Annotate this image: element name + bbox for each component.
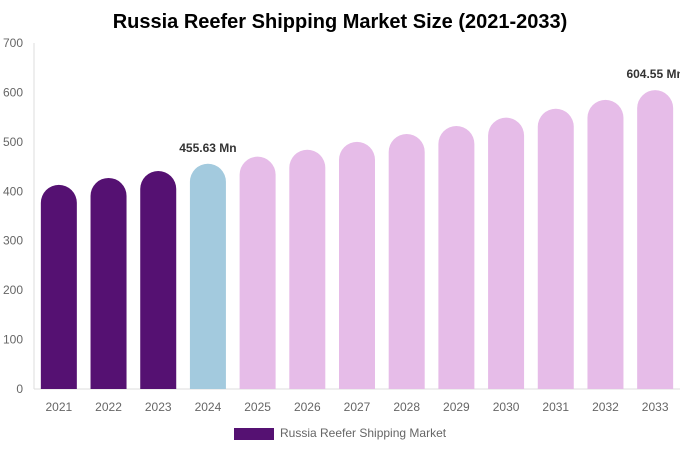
y-tick-label: 0 [16, 382, 23, 396]
x-tick-label: 2026 [294, 400, 321, 414]
data-label: 604.55 Mn [626, 67, 680, 81]
x-tick-label: 2028 [393, 400, 420, 414]
bar-2033[interactable] [637, 90, 674, 390]
x-tick-label: 2030 [493, 400, 520, 414]
bar-2031[interactable] [537, 108, 574, 390]
legend-swatch [234, 428, 274, 440]
y-tick-label: 200 [3, 283, 23, 297]
bar-2021[interactable] [40, 184, 77, 389]
legend[interactable]: Russia Reefer Shipping Market [234, 426, 447, 440]
x-axis: 2021 2022 2023 2024 2025 2026 2027 2028 2029 2030… [34, 388, 680, 414]
chart-title: Russia Reefer Shipping Market Size (2021… [113, 11, 568, 33]
legend-label: Russia Reefer Shipping Market [280, 426, 447, 440]
bar-2023[interactable] [140, 171, 177, 389]
bar-2027[interactable] [339, 141, 375, 389]
bar-2030[interactable] [488, 117, 525, 390]
x-tick-label: 2033 [642, 400, 669, 414]
y-tick-label: 100 [3, 333, 23, 347]
y-tick-label: 500 [3, 135, 23, 149]
bars [40, 90, 674, 390]
bar-2022[interactable] [90, 177, 127, 389]
x-tick-label: 2025 [244, 400, 271, 414]
y-tick-label: 700 [3, 36, 23, 50]
y-tick-label: 300 [3, 234, 23, 248]
bar-2024[interactable] [189, 163, 226, 389]
x-tick-label: 2022 [95, 400, 122, 414]
bar-2029[interactable] [438, 126, 475, 390]
bar-2025[interactable] [239, 156, 276, 389]
y-tick-label: 400 [3, 184, 23, 198]
bar-2028[interactable] [388, 133, 425, 389]
bar-2032[interactable] [587, 99, 624, 389]
x-tick-label: 2031 [542, 400, 569, 414]
y-axis: 0 100 200 300 400 500 600 700 [3, 36, 35, 396]
y-tick-label: 600 [3, 85, 23, 99]
x-tick-label: 2029 [443, 400, 470, 414]
x-tick-label: 2021 [45, 400, 72, 414]
x-tick-label: 2027 [344, 400, 371, 414]
data-labels: 455.63 Mn 604.55 Mn [179, 67, 680, 155]
x-tick-label: 2023 [145, 400, 172, 414]
x-tick-label: 2024 [195, 400, 222, 414]
bar-2026[interactable] [289, 149, 326, 389]
x-tick-label: 2032 [592, 400, 619, 414]
data-label: 455.63 Mn [179, 141, 236, 155]
